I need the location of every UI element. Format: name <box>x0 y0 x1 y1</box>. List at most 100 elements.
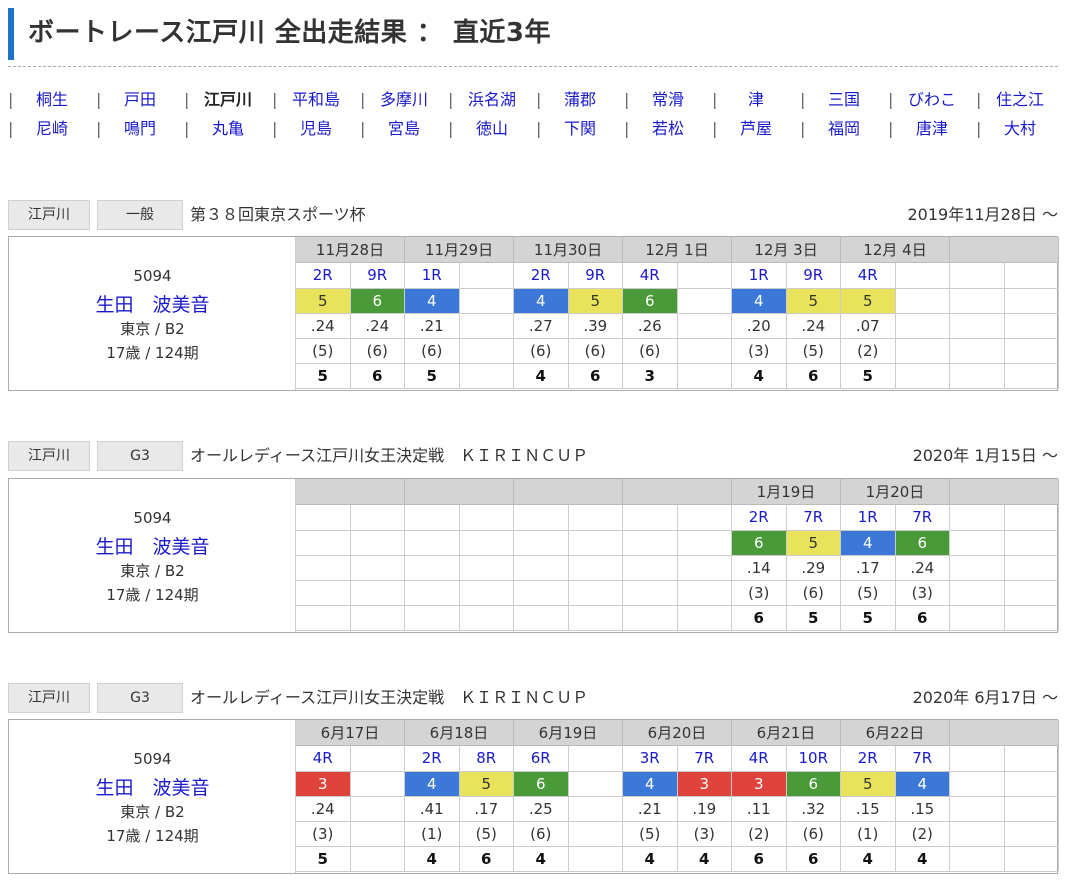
venue-nav-item[interactable]: | びわこ <box>888 86 976 114</box>
venue-link[interactable]: 宮島 <box>387 119 420 138</box>
race-number[interactable]: 1R <box>405 263 460 289</box>
venue-link[interactable]: 多摩川 <box>379 90 428 109</box>
venue-link[interactable]: 大村 <box>1003 119 1036 138</box>
venue-nav-item[interactable]: | 宮島 <box>360 115 448 143</box>
venue-tag: 江戸川 <box>8 200 90 230</box>
venue-link[interactable]: 平和島 <box>291 90 340 109</box>
race-number[interactable]: 2R <box>514 263 569 289</box>
race-number <box>1004 263 1059 289</box>
race-number[interactable]: 7R <box>677 746 732 772</box>
venue-nav-item[interactable]: | 常滑 <box>624 86 712 114</box>
venue-link[interactable]: 三国 <box>827 90 860 109</box>
venue-link[interactable]: 福岡 <box>827 119 860 138</box>
nav-separator: | <box>96 119 102 138</box>
venue-nav-item[interactable]: | 多摩川 <box>360 86 448 114</box>
race-number[interactable]: 2R <box>296 263 351 289</box>
race-number[interactable]: 7R <box>786 505 841 531</box>
venue-link[interactable]: 芦屋 <box>739 119 772 138</box>
venue-link[interactable]: 若松 <box>651 119 684 138</box>
start-rank <box>1004 822 1059 847</box>
venue-nav-item[interactable]: | 浜名湖 <box>448 86 536 114</box>
venue-link[interactable]: 常滑 <box>651 90 684 109</box>
venue-link[interactable]: 蒲郡 <box>563 90 596 109</box>
start-rank <box>568 581 623 606</box>
finish-position: 6 <box>895 606 950 631</box>
venue-nav-item[interactable]: | 三国 <box>800 86 888 114</box>
venue-nav-item[interactable]: | 唐津 <box>888 115 976 143</box>
venue-link[interactable]: 尼崎 <box>35 119 68 138</box>
venue-nav-item[interactable]: | 平和島 <box>272 86 360 114</box>
race-number[interactable]: 4R <box>623 263 678 289</box>
racer-name[interactable]: 生田 波美音 <box>95 536 210 558</box>
race-number[interactable]: 4R <box>296 746 351 772</box>
venue-link[interactable]: 唐津 <box>915 119 948 138</box>
frame-number: 6 <box>786 772 841 797</box>
nav-separator: | <box>536 90 542 109</box>
race-number[interactable]: 3R <box>623 746 678 772</box>
race-number[interactable]: 7R <box>895 505 950 531</box>
finish-position: 6 <box>786 847 841 872</box>
race-number[interactable]: 4R <box>732 746 787 772</box>
grade-tag: G3 <box>97 441 183 471</box>
venue-link[interactable]: 津 <box>747 90 764 109</box>
venue-nav-item[interactable]: | 尼崎 <box>8 115 96 143</box>
race-number[interactable]: 10R <box>786 746 841 772</box>
start-rank: (6) <box>514 339 569 364</box>
venue-link[interactable]: 浜名湖 <box>467 90 516 109</box>
venue-link[interactable]: 徳山 <box>475 119 508 138</box>
venue-nav-item[interactable]: | 芦屋 <box>712 115 800 143</box>
start-timing: .29 <box>786 556 841 581</box>
venue-nav-item[interactable]: | 蒲郡 <box>536 86 624 114</box>
venue-nav-item[interactable]: | 福岡 <box>800 115 888 143</box>
venue-link[interactable]: 児島 <box>299 119 332 138</box>
venue-nav-item[interactable]: | 津 <box>712 86 800 114</box>
start-timing: .24 <box>895 556 950 581</box>
race-number[interactable]: 9R <box>568 263 623 289</box>
start-timing: .15 <box>895 797 950 822</box>
finish-position: 4 <box>677 847 732 872</box>
race-number[interactable]: 2R <box>405 746 460 772</box>
venue-nav-item[interactable]: | 鳴門 <box>96 115 184 143</box>
race-number[interactable]: 6R <box>514 746 569 772</box>
frame-number <box>459 289 514 314</box>
finish-position: 4 <box>514 847 569 872</box>
racer-name[interactable]: 生田 波美音 <box>95 294 210 316</box>
venue-nav-item[interactable]: | 下関 <box>536 115 624 143</box>
frame-number: 5 <box>296 289 351 314</box>
frame-number <box>895 289 950 314</box>
venue-nav-item[interactable]: | 桐生 <box>8 86 96 114</box>
venue-link[interactable]: 桐生 <box>35 90 68 109</box>
frame-number <box>950 531 1005 556</box>
race-number <box>623 505 678 531</box>
venue-nav-item: | 江戸川 <box>184 86 272 114</box>
race-number[interactable]: 2R <box>841 746 896 772</box>
venue-link[interactable]: 戸田 <box>123 90 156 109</box>
race-number[interactable]: 8R <box>459 746 514 772</box>
race-number[interactable]: 1R <box>841 505 896 531</box>
venue-nav-item[interactable]: | 大村 <box>976 115 1064 143</box>
venue-nav-item[interactable]: | 徳山 <box>448 115 536 143</box>
race-number[interactable]: 9R <box>786 263 841 289</box>
racer-name[interactable]: 生田 波美音 <box>95 777 210 799</box>
race-number[interactable]: 7R <box>895 746 950 772</box>
venue-nav-item[interactable]: | 丸亀 <box>184 115 272 143</box>
race-number[interactable]: 1R <box>732 263 787 289</box>
venue-nav-item[interactable]: | 戸田 <box>96 86 184 114</box>
date-header: 6月17日 <box>296 720 405 746</box>
venue-nav-item[interactable]: | 児島 <box>272 115 360 143</box>
venue-link[interactable]: 丸亀 <box>211 119 244 138</box>
venue-link[interactable]: 鳴門 <box>123 119 156 138</box>
results-table: 5094 生田 波美音 東京 / B2 17歳 / 124期 1月19日 2R 6.14 (3… <box>8 478 1059 633</box>
start-timing: .07 <box>841 314 896 339</box>
venue-link[interactable]: びわこ <box>907 90 956 109</box>
race-number[interactable]: 4R <box>841 263 896 289</box>
venue-nav-item[interactable]: | 住之江 <box>976 86 1064 114</box>
venue-link[interactable]: 下関 <box>563 119 596 138</box>
venue-nav-item[interactable]: | 若松 <box>624 115 712 143</box>
start-rank: (2) <box>732 822 787 847</box>
frame-number <box>350 531 405 556</box>
race-number[interactable]: 9R <box>350 263 405 289</box>
venue-link[interactable]: 住之江 <box>995 90 1044 109</box>
race-number[interactable]: 2R <box>732 505 787 531</box>
race-number <box>950 746 1005 772</box>
